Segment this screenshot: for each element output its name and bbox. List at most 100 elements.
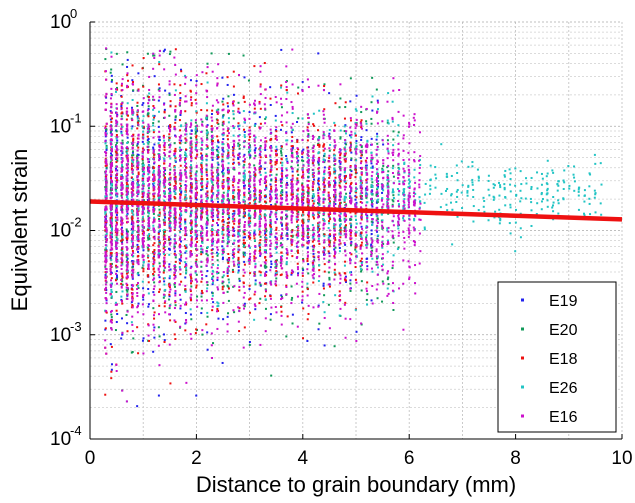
scatter-point [306,257,309,260]
scatter-point [169,209,172,212]
scatter-point [551,169,554,172]
scatter-point [253,234,256,237]
scatter-point [302,148,305,151]
scatter-point [125,289,128,292]
scatter-point [242,236,245,239]
scatter-point [302,227,305,230]
scatter-point [146,141,149,144]
scatter-point [131,218,134,221]
scatter-point [370,184,373,187]
scatter-point [201,251,204,254]
scatter-point [115,133,118,136]
scatter-point [153,195,156,198]
scatter-point [242,160,245,163]
scatter-point [115,158,118,161]
scatter-point [343,171,346,174]
scatter-point [169,157,172,160]
scatter-point [279,274,282,277]
scatter-point [370,229,373,232]
scatter-point [173,266,176,269]
scatter-point [157,394,160,397]
scatter-point [131,211,134,214]
scatter-point [291,255,294,258]
scatter-point [508,222,511,225]
scatter-point [307,187,310,190]
scatter-point [318,211,321,214]
scatter-point [350,170,353,173]
scatter-point [302,159,305,162]
scatter-point [169,206,172,209]
scatter-point [451,208,454,211]
scatter-point [147,274,150,277]
scatter-point [120,295,123,298]
scatter-point [141,159,144,162]
scatter-point [455,201,458,204]
scatter-point [169,124,172,127]
scatter-point [179,99,182,102]
scatter-point [274,197,277,200]
scatter-point [205,72,208,75]
scatter-point [216,149,219,152]
scatter-point [275,149,278,152]
scatter-point [216,209,219,212]
scatter-point [536,187,539,190]
scatter-point [350,136,353,139]
scatter-point [184,312,187,315]
scatter-point [168,277,171,280]
scatter-point [237,125,240,128]
scatter-point [291,145,294,148]
scatter-point [206,81,209,84]
scatter-point [359,268,362,271]
scatter-point [125,230,128,233]
scatter-point [190,104,193,107]
scatter-point [109,257,112,260]
scatter-point [110,129,113,132]
scatter-point [290,145,293,148]
scatter-point [125,118,128,121]
scatter-point [498,208,501,211]
scatter-point [557,184,560,187]
scatter-point [370,122,373,125]
scatter-point [376,255,379,258]
scatter-point [338,247,341,250]
scatter-point [254,149,257,152]
scatter-point [142,162,145,165]
scatter-point [195,111,198,114]
scatter-point [205,252,208,255]
scatter-point [131,232,134,235]
scatter-point [557,199,560,202]
scatter-point [552,196,555,199]
scatter-point [552,201,555,204]
scatter-point [296,92,299,95]
scatter-point [323,83,326,86]
scatter-point [265,155,268,158]
scatter-point [184,251,187,254]
scatter-point [359,157,362,160]
scatter-point [301,159,304,162]
scatter-point [365,179,368,182]
scatter-point [291,234,294,237]
scatter-point [201,159,204,162]
scatter-point [323,311,326,314]
scatter-point [237,201,240,204]
scatter-point [546,205,549,208]
scatter-point [398,180,401,183]
scatter-point [333,164,336,167]
scatter-point [322,145,325,148]
scatter-point [104,211,107,214]
scatter-point [269,227,272,230]
scatter-point [126,270,129,273]
scatter-point [190,285,193,288]
scatter-point [228,169,231,172]
scatter-point [296,121,299,124]
scatter-point [174,320,177,323]
scatter-point [131,209,134,212]
scatter-point [381,246,384,249]
scatter-point [201,240,204,243]
scatter-point [222,191,225,194]
scatter-point [232,117,235,120]
scatter-point [488,194,491,197]
scatter-point [253,107,256,110]
scatter-point [210,181,213,184]
scatter-point [121,333,124,336]
